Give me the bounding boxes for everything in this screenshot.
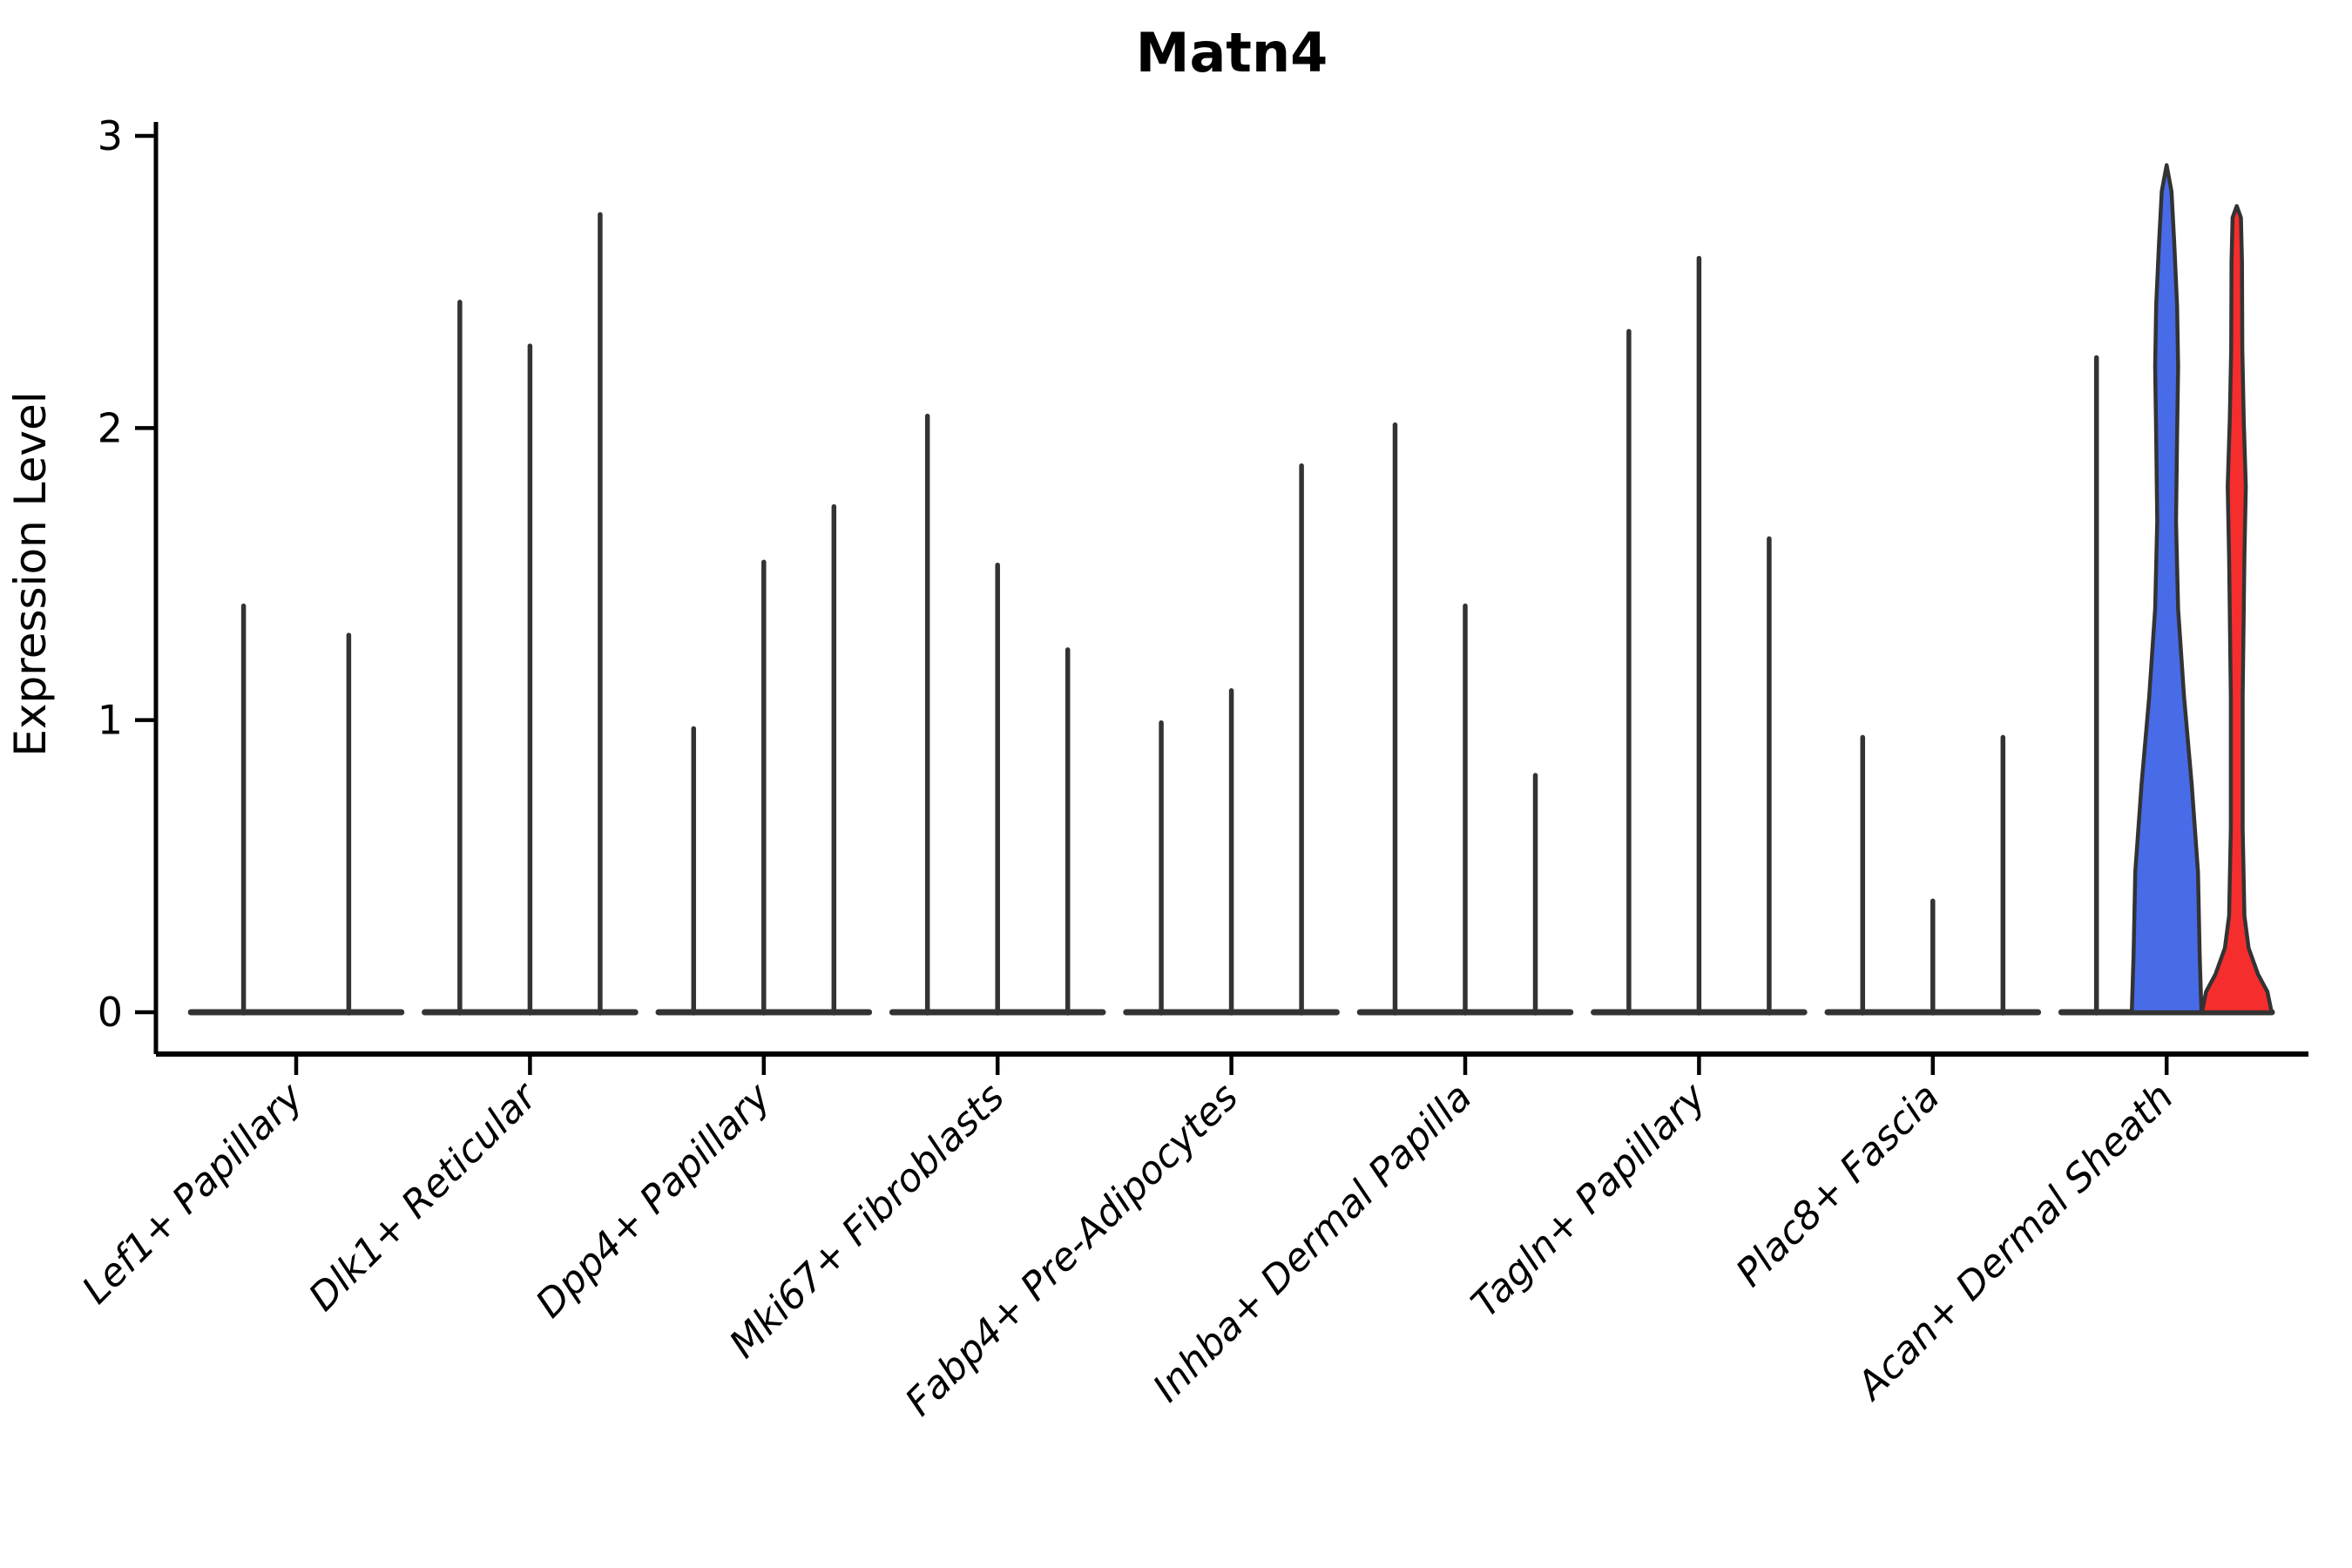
y-axis-label: Expression Level xyxy=(5,391,56,756)
axes-layer xyxy=(135,122,2308,1075)
x-tick-label: Dpp4+ Papillary xyxy=(528,1074,781,1327)
violin-filled xyxy=(2129,163,2204,1015)
violin-filled xyxy=(2200,204,2274,1015)
x-tick-label: Tagln+ Papillary xyxy=(1463,1074,1714,1326)
y-tick-label: 3 xyxy=(98,112,123,159)
x-tick-label: Plac8+ Fascia xyxy=(1727,1075,1948,1295)
violins-layer xyxy=(187,163,2275,1016)
y-tick-label: 0 xyxy=(98,989,123,1036)
y-tick-label: 2 xyxy=(98,404,123,451)
y-tick-label: 1 xyxy=(98,697,123,744)
chart-title: Matn4 xyxy=(1136,21,1328,84)
x-tick-label: Dlk1+ Reticular xyxy=(301,1073,547,1320)
x-tick-label: Lef1+ Papillary xyxy=(74,1074,313,1313)
